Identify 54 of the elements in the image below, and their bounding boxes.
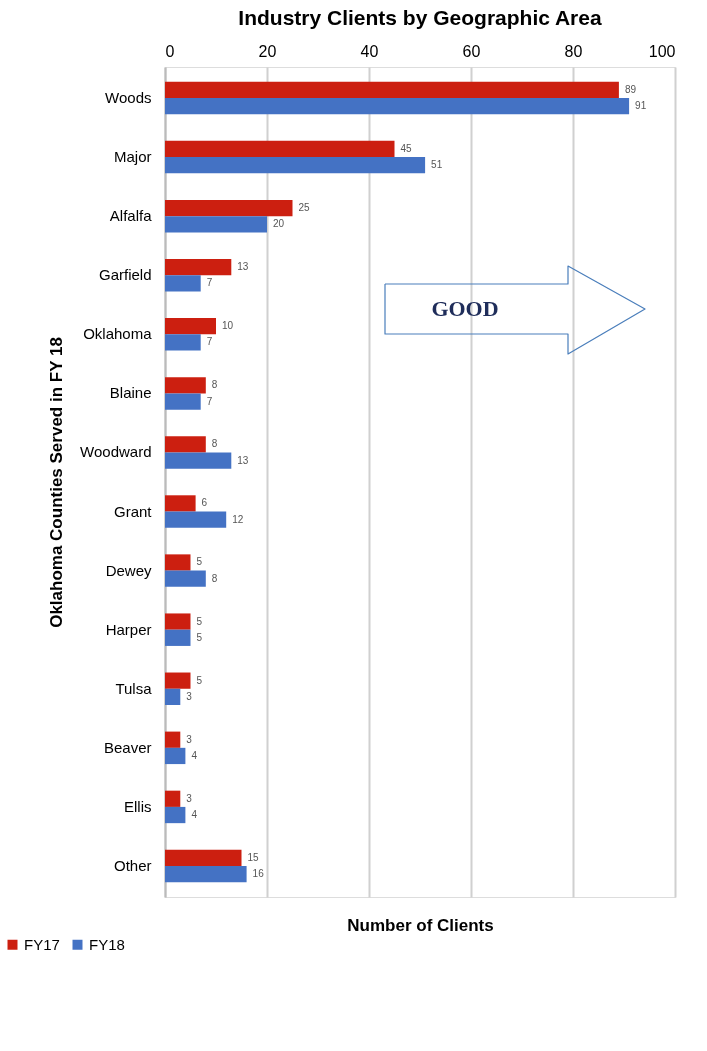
data-label: 91 xyxy=(635,100,647,112)
chart-title: Industry Clients by Geographic Area xyxy=(238,6,602,29)
y-tick-label: Tulsa xyxy=(115,679,153,697)
x-tick-label: 80 xyxy=(564,42,583,60)
data-label: 3 xyxy=(186,792,193,804)
data-label: 8 xyxy=(211,572,218,584)
data-label: 3 xyxy=(186,733,193,745)
data-label: 13 xyxy=(237,454,249,466)
x-tick-label: 40 xyxy=(360,42,379,60)
data-label: 16 xyxy=(252,868,265,880)
data-label: 8 xyxy=(211,438,218,450)
x-axis-title: Number of Clients xyxy=(347,915,494,935)
data-label: 5 xyxy=(196,631,203,643)
data-label: 4 xyxy=(191,809,198,821)
legend-label: FY18 xyxy=(89,935,125,953)
data-label: 5 xyxy=(196,556,203,568)
y-tick-label: Harper xyxy=(105,620,152,638)
data-label: 12 xyxy=(232,513,244,525)
data-label: 15 xyxy=(247,851,260,863)
x-tick-label: 100 xyxy=(648,42,676,60)
y-tick-label: Dewey xyxy=(105,561,152,579)
y-tick-label: Beaver xyxy=(103,738,152,756)
data-label: 4 xyxy=(191,749,198,761)
y-tick-label: Ellis xyxy=(123,797,152,815)
y-tick-label: Alfalfa xyxy=(109,207,153,225)
data-label: 5 xyxy=(196,674,203,686)
data-label: 10 xyxy=(222,320,234,332)
data-label: 8 xyxy=(211,379,218,391)
data-label: 25 xyxy=(298,202,311,214)
data-label: 89 xyxy=(624,83,637,95)
data-label: 13 xyxy=(237,261,249,273)
x-tick-label: 0 xyxy=(165,42,175,60)
x-tick-label: 20 xyxy=(258,42,277,60)
x-tick-label: 60 xyxy=(462,42,481,60)
legend-label: FY17 xyxy=(24,935,60,953)
data-label: 51 xyxy=(431,159,443,171)
y-tick-label: Other xyxy=(113,856,152,874)
y-tick-label: Woodward xyxy=(80,443,152,461)
data-label: 7 xyxy=(206,277,213,289)
y-tick-label: Grant xyxy=(113,502,153,520)
y-tick-label: Major xyxy=(113,148,152,166)
data-label: 20 xyxy=(273,218,285,230)
y-axis-title: Oklahoma Counties Served in FY 18 xyxy=(47,337,67,628)
y-tick-label: Garfield xyxy=(98,266,152,284)
y-tick-label: Blaine xyxy=(109,384,152,402)
data-label: 6 xyxy=(201,497,208,509)
data-label: 5 xyxy=(196,615,203,627)
data-label: 7 xyxy=(206,395,213,407)
data-label: 7 xyxy=(206,336,213,348)
annotation: GOOD xyxy=(431,296,499,321)
y-tick-label: Oklahoma xyxy=(83,325,153,343)
data-label: 45 xyxy=(400,142,413,154)
y-tick-label: Woods xyxy=(105,89,152,107)
data-label: 3 xyxy=(186,690,193,702)
